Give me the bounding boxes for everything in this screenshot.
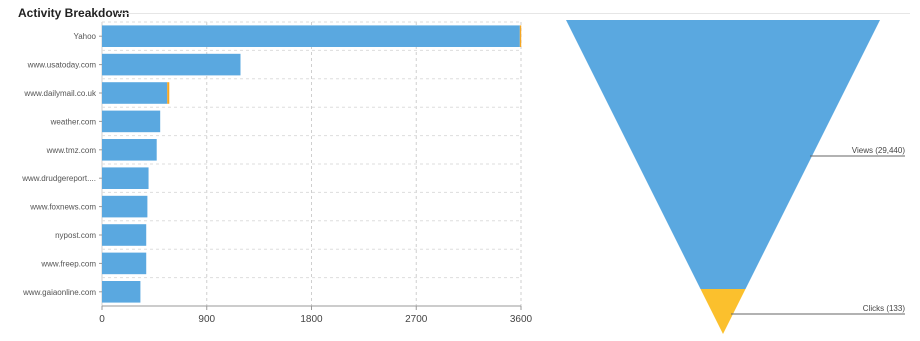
- bar-segment-secondary: [167, 82, 170, 104]
- funnel-stage-clicks: [700, 289, 746, 334]
- funnel-stage-label: Clicks (133): [863, 304, 906, 313]
- chart-title: Activity Breakdown: [18, 6, 130, 20]
- x-tick-label: 900: [198, 314, 215, 325]
- category-label: www.dailymail.co.uk: [23, 89, 97, 98]
- bar: [102, 25, 520, 47]
- bar: [102, 167, 149, 189]
- category-label: www.drudgereport....: [21, 174, 96, 183]
- x-tick-label: 2700: [405, 314, 428, 325]
- bar: [102, 281, 141, 303]
- category-label: www.tmz.com: [46, 146, 97, 155]
- x-tick-label: 3600: [510, 314, 533, 325]
- bar: [102, 139, 157, 161]
- bar: [102, 53, 241, 76]
- x-tick-label: 0: [99, 314, 105, 325]
- category-label: www.gaiaonline.com: [22, 288, 96, 297]
- category-label: Yahoo: [73, 32, 96, 41]
- bar: [102, 195, 148, 218]
- bar: [102, 110, 161, 133]
- bar: [102, 252, 147, 275]
- category-label: nypost.com: [55, 231, 96, 240]
- category-label: www.freep.com: [40, 259, 96, 268]
- bar-chart: Yahoo www.usatoday.com www.dailymail.co.uk…: [21, 21, 533, 325]
- funnel-stage-label: Views (29,440): [852, 146, 906, 155]
- category-label: www.foxnews.com: [29, 203, 96, 212]
- category-label: www.usatoday.com: [27, 61, 97, 70]
- category-label: weather.com: [50, 117, 97, 126]
- bar: [102, 224, 147, 246]
- bar-segment-secondary: [519, 25, 522, 47]
- title-divider: [118, 13, 910, 14]
- bar: [102, 82, 168, 104]
- funnel-stage-views: [566, 20, 880, 289]
- x-tick-label: 1800: [300, 314, 323, 325]
